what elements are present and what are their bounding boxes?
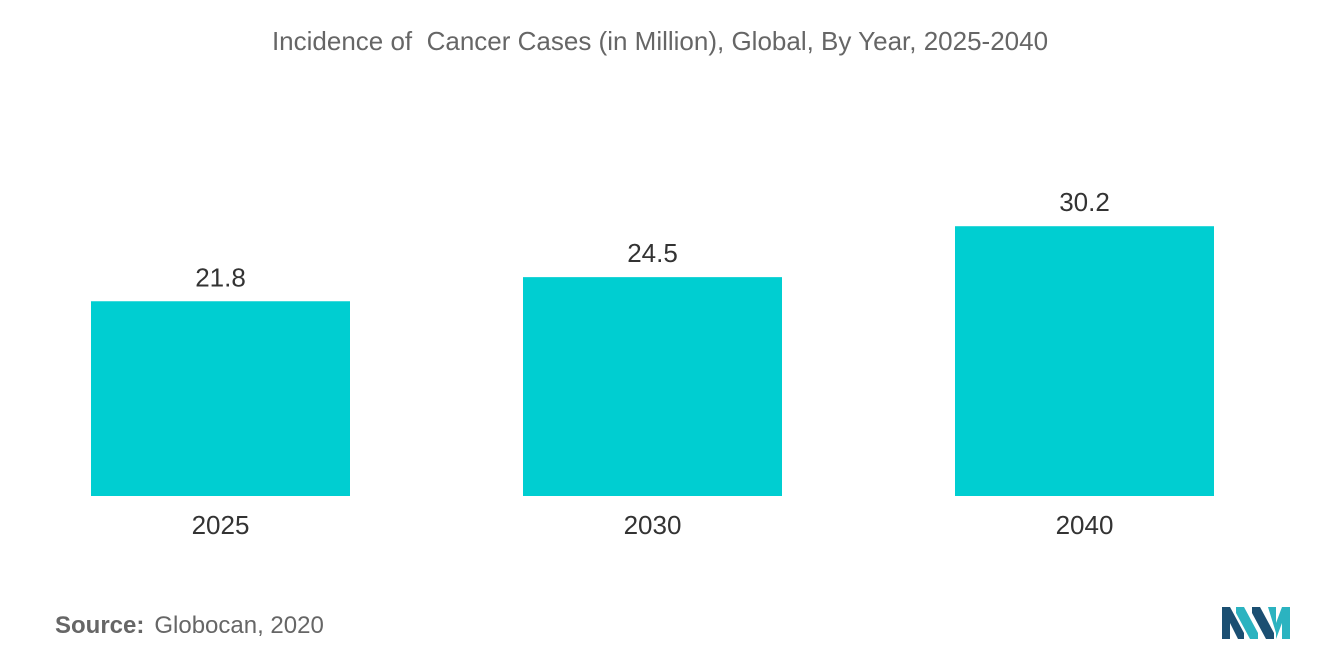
value-label-2030: 24.5 [627, 238, 678, 268]
logo-shape-mid [1236, 607, 1258, 639]
chart-title: Incidence of Cancer Cases (in Million), … [271, 26, 1049, 56]
x-tick-label-2030: 2030 [624, 510, 682, 540]
logo-shape-mid2 [1252, 607, 1274, 639]
logo-shape-left [1222, 607, 1244, 639]
mordor-intelligence-logo-icon [1222, 607, 1290, 639]
x-tick-label-2025: 2025 [192, 510, 250, 540]
value-label-2025: 21.8 [195, 262, 246, 292]
source-value: Globocan, 2020 [154, 612, 324, 639]
value-label-2040: 30.2 [1059, 187, 1110, 217]
source-label: Source: [55, 612, 145, 639]
logo-shape-right [1268, 607, 1290, 639]
bar-2025 [91, 301, 350, 496]
x-tick-label-2040: 2040 [1056, 510, 1114, 540]
bar-2030 [523, 277, 782, 496]
bar-2040 [955, 226, 1214, 497]
source-note: Source: Globocan, 2020 [55, 612, 324, 640]
